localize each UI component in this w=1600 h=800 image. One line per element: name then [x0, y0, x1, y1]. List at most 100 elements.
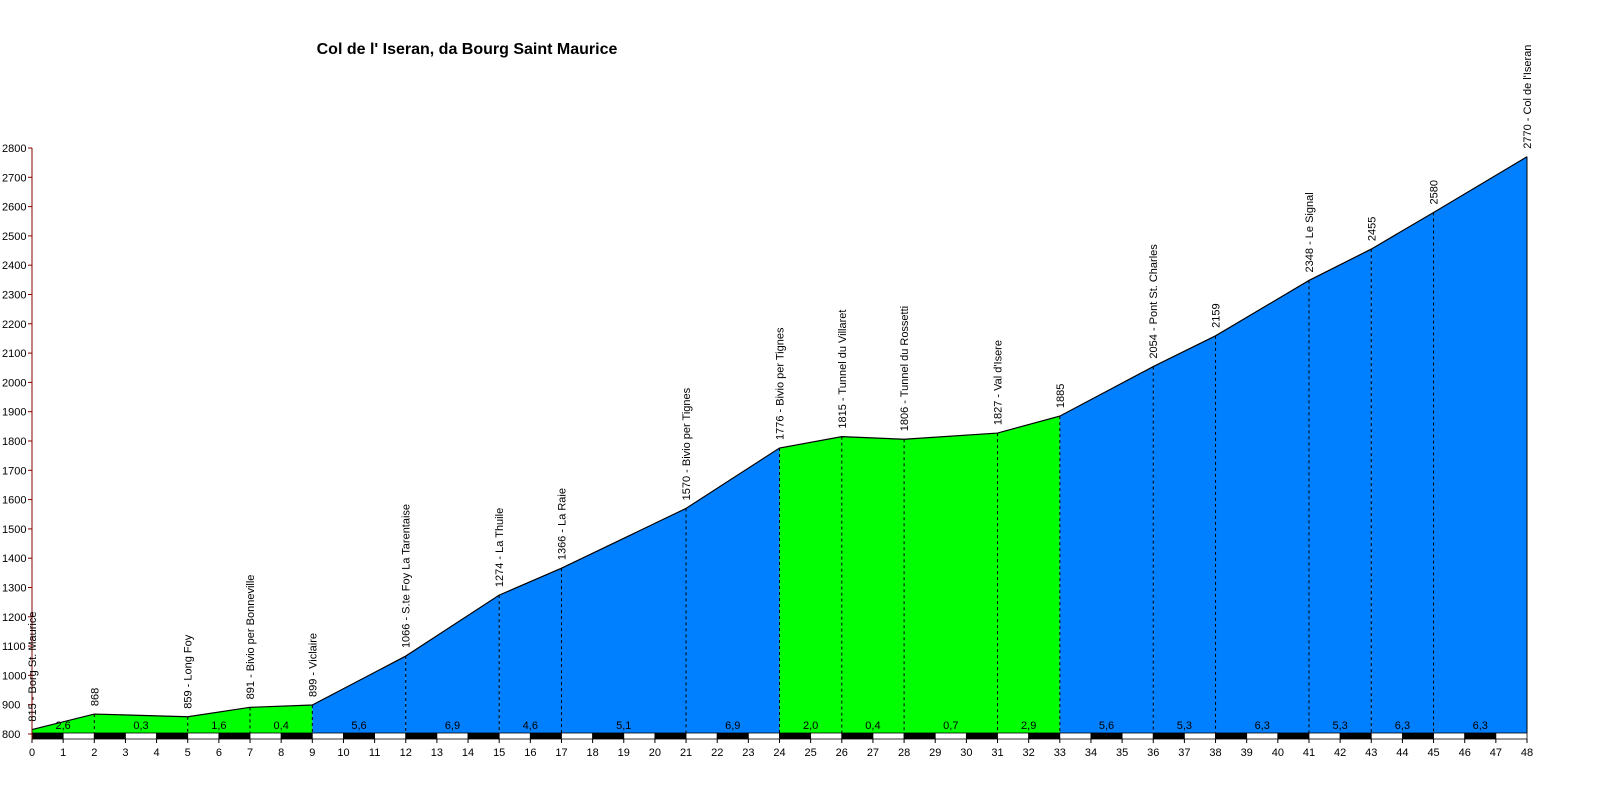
km-scale-cell — [405, 732, 438, 740]
x-tick-label: 2 — [91, 747, 97, 759]
altitude-point-label: 2770 - Col de l'Iseran — [1522, 45, 1534, 149]
x-tick-label: 35 — [1116, 747, 1128, 759]
km-scale-cell — [1495, 732, 1528, 740]
km-scale-cell — [467, 732, 500, 740]
x-tick-label: 1 — [60, 747, 66, 759]
y-tick-label: 1100 — [2, 641, 26, 653]
gradient-label: 6,9 — [445, 720, 460, 732]
y-tick-label: 2300 — [2, 290, 26, 302]
x-tick-label: 34 — [1085, 747, 1097, 759]
km-scale-cell — [810, 732, 843, 740]
km-scale-cell — [280, 732, 313, 740]
profile-areas — [32, 156, 1527, 734]
x-tick-label: 29 — [929, 747, 941, 759]
altitude-point-label: 2159 — [1211, 303, 1223, 327]
y-tick-label: 2600 — [2, 202, 26, 214]
km-scale-cell — [1059, 732, 1092, 740]
chart-title: Col de l' Iseran, da Bourg Saint Maurice — [317, 41, 618, 58]
km-scale-cell — [498, 732, 531, 740]
x-tick-label: 43 — [1365, 747, 1377, 759]
km-scale-cell — [31, 732, 64, 740]
x-tick-label: 8 — [278, 747, 284, 759]
altitude-point-label: 1570 - Bivio per Tignes — [681, 387, 693, 500]
x-tick-label: 30 — [960, 747, 972, 759]
x-tick-label: 13 — [431, 747, 443, 759]
altitude-point-label: 891 - Bivio per Bonneville — [245, 575, 257, 700]
profile-segment-area — [997, 416, 1060, 733]
altitude-point-label: 859 - Long Foy — [183, 634, 195, 708]
altitude-point-label: 1885 — [1055, 384, 1067, 408]
y-tick-label: 1900 — [2, 407, 26, 419]
km-scale-cell — [779, 732, 812, 740]
gradient-label: 6,3 — [1255, 720, 1270, 732]
km-scale-cell — [685, 732, 718, 740]
km-scale-cell — [1433, 732, 1466, 740]
km-scale-cell — [561, 732, 594, 740]
km-scale-cell — [654, 732, 687, 740]
km-scale-cell — [1183, 732, 1216, 740]
x-tick-label: 17 — [555, 747, 567, 759]
x-tick-label: 39 — [1241, 747, 1253, 759]
profile-segment-area — [250, 704, 313, 733]
y-tick-label: 2000 — [2, 377, 26, 389]
y-tick-label: 2800 — [2, 143, 26, 155]
y-tick-label: 1200 — [2, 612, 26, 624]
x-tick-label: 33 — [1054, 747, 1066, 759]
profile-segment-area — [1371, 212, 1434, 733]
profile-line — [31, 156, 1528, 731]
km-scale-cell — [623, 732, 656, 740]
km-scale-cell — [716, 732, 749, 740]
gradient-labels: 2,6 0,3 1,6 0,4 5,6 6,9 4,6 5,1 6,9 2,0 0,4 0,7 2,9 5… — [55, 720, 1487, 732]
km-scale-cell — [1215, 732, 1248, 740]
km-scale-cell — [218, 732, 251, 740]
km-scale-cell — [903, 732, 936, 740]
y-tick-label: 1300 — [2, 583, 26, 595]
altitude-point-label: 2054 - Pont St. Charles — [1148, 244, 1160, 359]
altitude-point-label: 899 - Viclaire — [307, 633, 319, 697]
km-scale-cell — [125, 732, 157, 740]
x-tick-label: 15 — [493, 747, 505, 759]
km-scale-cell — [841, 732, 874, 740]
x-tick-label: 10 — [337, 747, 349, 759]
profile-segment-area — [312, 656, 406, 733]
km-scale-cell — [1028, 732, 1061, 740]
x-tick-label: 41 — [1303, 747, 1315, 759]
km-scale-cell — [1339, 732, 1372, 740]
profile-segment-area — [187, 707, 251, 733]
y-tick-label: 800 — [2, 729, 20, 741]
y-tick-label: 1500 — [2, 524, 26, 536]
gradient-label: 0,7 — [943, 720, 958, 732]
km-scale-cell — [1121, 732, 1154, 740]
x-tick-label: 3 — [122, 747, 128, 759]
y-tick-label: 2700 — [2, 172, 26, 184]
profile-segment-area — [1433, 156, 1527, 734]
km-scale-bar — [31, 732, 1528, 740]
x-tick-label: 18 — [587, 747, 599, 759]
km-scale-cell — [1370, 732, 1403, 740]
x-tick-label: 19 — [618, 747, 630, 759]
x-tick-label: 38 — [1209, 747, 1221, 759]
km-scale-cell — [249, 732, 282, 740]
altitude-point-label: 2580 — [1429, 180, 1441, 204]
km-scale-cell — [1090, 732, 1123, 740]
x-tick-label: 42 — [1334, 747, 1346, 759]
x-tick-label: 4 — [154, 747, 160, 759]
altitude-point-label: 1815 - Tunnel du Villaret — [837, 310, 849, 429]
km-scale-cell — [934, 732, 967, 740]
gradient-label: 2,0 — [803, 720, 818, 732]
profile-segment-area — [841, 436, 905, 733]
gradient-label: 2,9 — [1021, 720, 1036, 732]
gradient-label: 6,9 — [725, 720, 740, 732]
km-scale-cell — [311, 732, 344, 740]
altitude-point-label: 2348 - Le Signal — [1304, 192, 1316, 272]
x-tick-label: 22 — [711, 747, 723, 759]
gradient-label: 5,6 — [1099, 720, 1114, 732]
profile-segment-area — [779, 436, 842, 733]
y-tick-label: 1400 — [2, 553, 26, 565]
km-scale-cell — [1246, 732, 1279, 740]
km-scale-cell — [1402, 732, 1434, 740]
y-tick-label: 900 — [2, 700, 20, 712]
altitude-point-label: 815 - Borg St. Maurice — [27, 612, 39, 722]
altitude-point-label: 1776 - Bivio per Tignes — [775, 327, 787, 440]
